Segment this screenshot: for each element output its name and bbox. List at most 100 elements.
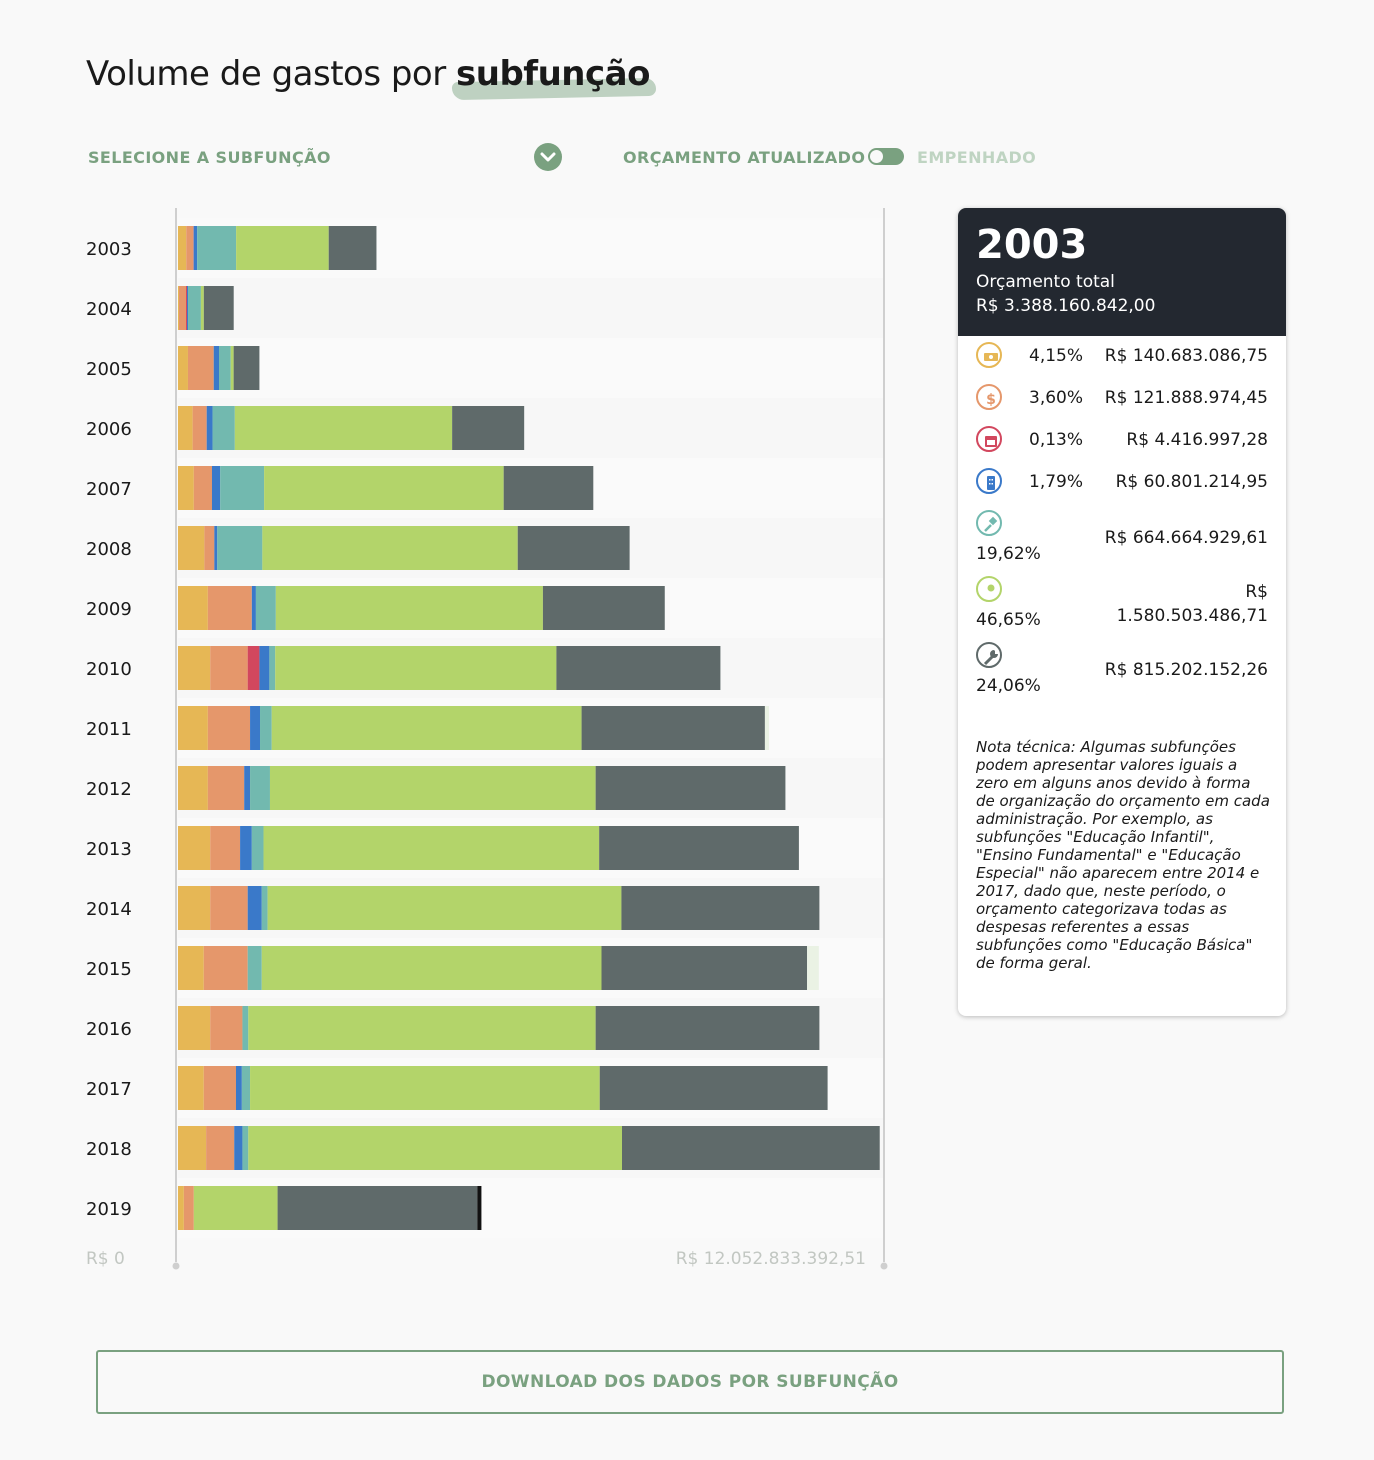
bar-segment xyxy=(214,526,218,570)
year-label: 2004 xyxy=(86,299,132,320)
bar-segment xyxy=(203,946,248,990)
panel-row-pct: 46,65% xyxy=(976,610,1041,630)
bar-segment xyxy=(260,706,272,750)
bar-segment xyxy=(230,346,234,390)
bar-segment xyxy=(206,1126,235,1170)
bar-segment xyxy=(183,1186,194,1230)
panel-row-pct: 0,13% xyxy=(1029,430,1084,450)
bar-segment xyxy=(542,586,665,630)
bar-segment xyxy=(217,526,263,570)
bar-segment xyxy=(234,1126,243,1170)
budget-toggle[interactable] xyxy=(868,148,904,165)
panel-row: 46,65% R$ 1.580.503.486,71 xyxy=(958,576,1286,642)
bar-segment xyxy=(220,466,265,510)
bar-segment xyxy=(210,646,248,690)
panel-row-pct: 24,06% xyxy=(976,676,1041,696)
bar-segment xyxy=(259,646,270,690)
bar-segment xyxy=(186,226,194,270)
bar-segment xyxy=(178,1066,204,1110)
detail-panel: 2003 Orçamento total R$ 3.388.160.842,00… xyxy=(958,208,1286,1016)
bar-segment xyxy=(267,886,622,930)
panel-row: 1,79% R$ 60.801.214,95 xyxy=(958,468,1286,510)
bar-segment xyxy=(207,586,252,630)
bar-segment xyxy=(236,226,329,270)
bar-segment xyxy=(178,706,208,750)
bar-segment xyxy=(241,1066,251,1110)
bar-segment xyxy=(203,1066,236,1110)
bar-segment xyxy=(207,706,251,750)
panel-row: 24,06% R$ 815.202.152,26 xyxy=(958,642,1286,708)
year-label: 2011 xyxy=(86,719,132,740)
year-label: 2009 xyxy=(86,599,132,620)
title-highlight: subfunção xyxy=(451,54,657,101)
bar-segment xyxy=(178,466,194,510)
bar-segment xyxy=(187,346,214,390)
download-button[interactable]: DOWNLOAD DOS DADOS POR SUBFUNÇÃO xyxy=(96,1350,1284,1414)
year-label: 2016 xyxy=(86,1019,132,1040)
page-title: Volume de gastos por subfunção xyxy=(86,54,657,101)
bar-segment xyxy=(197,226,237,270)
row-band xyxy=(178,338,884,398)
bar-segment xyxy=(178,226,187,270)
bar-segment xyxy=(262,526,518,570)
bar-segment xyxy=(599,1066,828,1110)
bar-segment xyxy=(250,706,261,750)
technical-note: Nota técnica: Algumas subfunções podem a… xyxy=(976,738,1270,972)
bar-segment xyxy=(250,1066,600,1110)
bar-segment xyxy=(210,1006,243,1050)
panel-row: $3,60% R$ 121.888.974,45 xyxy=(958,384,1286,426)
bar-segment xyxy=(210,886,248,930)
toggle-label-orcamento[interactable]: ORÇAMENTO ATUALIZADO xyxy=(623,148,866,167)
year-label: 2018 xyxy=(86,1139,132,1160)
year-label: 2014 xyxy=(86,899,132,920)
bar-segment xyxy=(452,406,525,450)
bar-segment xyxy=(204,526,215,570)
bar-segment xyxy=(517,526,630,570)
bar-segment xyxy=(187,286,189,330)
bar-segment xyxy=(247,886,262,930)
building-icon xyxy=(976,468,1002,494)
panel-row: 4,15% R$ 140.683.086,75 xyxy=(958,342,1286,384)
year-label: 2012 xyxy=(86,779,132,800)
panel-row-pct: 3,60% xyxy=(1029,388,1084,408)
wrench-icon xyxy=(976,642,1002,668)
panel-row-value: R$ 4.416.997,28 xyxy=(1126,430,1268,450)
bar-segment xyxy=(556,646,721,690)
bar-segment xyxy=(203,286,234,330)
bar-segment xyxy=(178,646,211,690)
bar-segment xyxy=(275,586,543,630)
panel-header: 2003 Orçamento total R$ 3.388.160.842,00 xyxy=(958,208,1286,336)
bar-segment xyxy=(622,1126,880,1170)
bar-segment xyxy=(178,946,204,990)
panel-row: 19,62% R$ 664.664.929,61 xyxy=(958,510,1286,576)
bar-segment xyxy=(212,406,235,450)
bar-segment xyxy=(178,1126,207,1170)
bar-segment xyxy=(595,766,786,810)
bar-segment xyxy=(261,946,602,990)
bar-segment xyxy=(269,646,276,690)
year-label: 2015 xyxy=(86,959,132,980)
chevron-down-icon[interactable] xyxy=(534,143,562,171)
stacked-bar-chart: 2003 2004 2005 2006 2007 2008 2009 2010 2011 2012… xyxy=(86,208,888,1270)
bar-segment xyxy=(247,946,262,990)
bar-segment xyxy=(178,886,211,930)
bar-segment xyxy=(234,406,453,450)
year-label: 2013 xyxy=(86,839,132,860)
bar-segment xyxy=(206,406,213,450)
bar-segment xyxy=(807,946,819,990)
bar-segment xyxy=(255,586,276,630)
bar-segment xyxy=(242,1126,249,1170)
panel-row-pct: 19,62% xyxy=(976,544,1041,564)
subfunction-select-label[interactable]: SELECIONE A SUBFUNÇÃO xyxy=(88,148,331,167)
panel-row-value-currency: R$ xyxy=(1245,582,1268,602)
panel-total-value: R$ 3.388.160.842,00 xyxy=(976,296,1156,316)
year-label: 2008 xyxy=(86,539,132,560)
panel-row-value: R$ 815.202.152,26 xyxy=(1104,660,1268,680)
year-label: 2006 xyxy=(86,419,132,440)
bar-segment xyxy=(235,1066,242,1110)
bar-segment xyxy=(210,826,241,870)
calendar-icon xyxy=(976,426,1002,452)
panel-row-value: R$ 140.683.086,75 xyxy=(1104,346,1268,366)
toggle-label-empenhado[interactable]: EMPENHADO xyxy=(917,148,1037,167)
bar-segment xyxy=(178,766,208,810)
